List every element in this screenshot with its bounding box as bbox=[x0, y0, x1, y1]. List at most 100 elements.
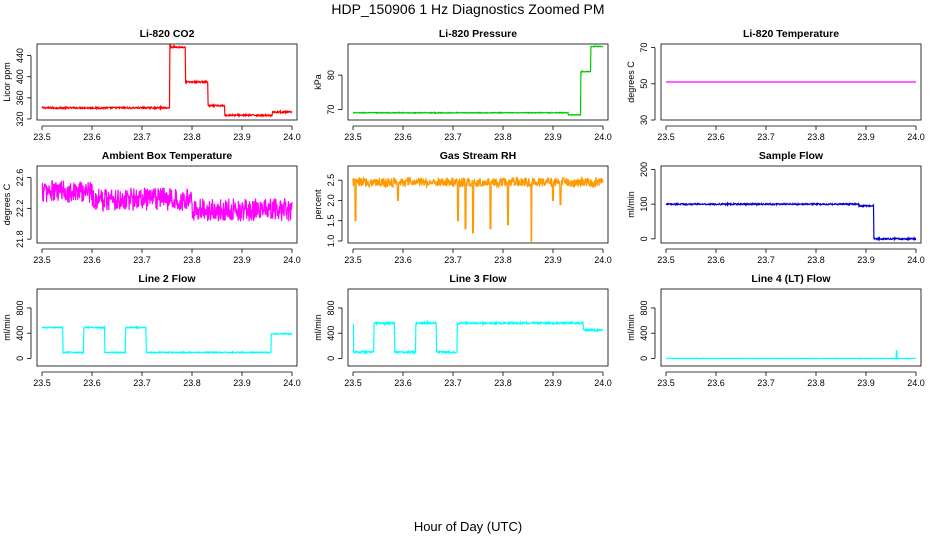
x-tick-label: 23.6 bbox=[83, 255, 101, 265]
x-tick-label: 23.7 bbox=[757, 132, 775, 142]
plot-frame bbox=[347, 288, 609, 367]
figure-x-axis-label: Hour of Day (UTC) bbox=[414, 519, 522, 534]
y-tick-label: 800 bbox=[15, 300, 25, 315]
y-tick-label: 400 bbox=[15, 326, 25, 341]
x-tick-label: 24.0 bbox=[594, 378, 612, 388]
chart-title: Li-820 Temperature bbox=[743, 28, 839, 40]
x-tick-label: 23.5 bbox=[657, 255, 675, 265]
x-tick-label: 24.0 bbox=[907, 378, 925, 388]
y-tick-label: 70 bbox=[639, 43, 649, 53]
plot-frame bbox=[660, 288, 922, 367]
y-tick-label: 1.0 bbox=[326, 235, 336, 248]
y-tick-label: 400 bbox=[15, 69, 25, 84]
chart-panel: Li-820 Temperature degrees C 23.5 23.6 23.7 2… bbox=[626, 28, 925, 142]
x-tick-label: 23.8 bbox=[807, 378, 825, 388]
plot-frame bbox=[36, 288, 298, 367]
x-tick-label: 23.6 bbox=[707, 378, 725, 388]
x-tick-label: 24.0 bbox=[594, 132, 612, 142]
y-tick-label: 21.8 bbox=[15, 230, 25, 248]
y-tick-label: 440 bbox=[15, 48, 25, 63]
series-line bbox=[665, 201, 917, 242]
y-tick-label: 400 bbox=[326, 326, 336, 341]
chart-panel: Li-820 CO2 Licor ppm 23.5 23.6 23.7 23.8 23.9 2… bbox=[2, 28, 301, 142]
plot-frame bbox=[660, 165, 922, 244]
series-line bbox=[352, 175, 604, 242]
chart-panel: Li-820 Pressure kPa 23.5 23.6 23.7 23.8 23.9 24… bbox=[313, 28, 612, 142]
y-tick-label: 70 bbox=[326, 105, 336, 115]
chart-title: Line 3 Flow bbox=[449, 273, 507, 285]
x-tick-label: 23.8 bbox=[183, 378, 201, 388]
y-axis-label: ml/min bbox=[313, 314, 323, 341]
series-line bbox=[41, 325, 293, 355]
chart-panel: Line 4 (LT) Flow ml/min 23.5 23.6 23.7 23.8 23… bbox=[626, 273, 925, 388]
panels: Li-820 CO2 Licor ppm 23.5 23.6 23.7 23.8 23.9 2… bbox=[2, 28, 925, 388]
x-tick-label: 23.5 bbox=[344, 255, 362, 265]
x-tick-label: 23.7 bbox=[133, 378, 151, 388]
y-tick-label: 800 bbox=[326, 300, 336, 315]
plot-frame bbox=[36, 43, 298, 121]
x-tick-label: 23.9 bbox=[857, 255, 875, 265]
x-tick-label: 23.5 bbox=[33, 132, 51, 142]
x-tick-label: 23.9 bbox=[233, 255, 251, 265]
y-axis-label: degrees C bbox=[626, 61, 636, 103]
x-tick-label: 23.6 bbox=[394, 255, 412, 265]
x-tick-label: 23.7 bbox=[444, 255, 462, 265]
x-tick-label: 23.6 bbox=[83, 132, 101, 142]
chart-panel: Ambient Box Temperature degrees C 23.5 23.6… bbox=[2, 150, 301, 265]
x-tick-label: 24.0 bbox=[907, 132, 925, 142]
x-tick-label: 23.8 bbox=[807, 255, 825, 265]
y-tick-label: 0 bbox=[639, 236, 649, 241]
y-tick-label: 30 bbox=[639, 115, 649, 125]
x-tick-label: 23.8 bbox=[494, 255, 512, 265]
chart-title: Gas Stream RH bbox=[440, 150, 516, 162]
plot-frame bbox=[36, 165, 298, 244]
y-tick-label: 1.5 bbox=[326, 214, 336, 227]
chart-panel: Gas Stream RH percent 23.5 23.6 23.7 23.8 23.9… bbox=[313, 150, 612, 265]
chart-title: Li-820 CO2 bbox=[140, 28, 195, 40]
x-tick-label: 23.8 bbox=[494, 378, 512, 388]
x-tick-label: 23.5 bbox=[657, 378, 675, 388]
y-tick-label: 50 bbox=[639, 79, 649, 89]
y-tick-label: 2.5 bbox=[326, 174, 336, 187]
chart-panel: Line 2 Flow ml/min 23.5 23.6 23.7 23.8 23.9 24.… bbox=[2, 273, 301, 388]
x-tick-label: 23.5 bbox=[344, 132, 362, 142]
y-axis-label: Licor ppm bbox=[2, 62, 12, 102]
y-axis-label: ml/min bbox=[626, 314, 636, 341]
x-tick-label: 23.5 bbox=[657, 132, 675, 142]
figure-title: HDP_150906 1 Hz Diagnostics Zoomed PM bbox=[331, 1, 604, 17]
y-tick-label: 320 bbox=[15, 111, 25, 126]
chart-title: Line 2 Flow bbox=[138, 273, 196, 285]
y-tick-label: 100 bbox=[639, 197, 649, 212]
y-tick-label: 22.2 bbox=[15, 200, 25, 218]
y-axis-label: ml/min bbox=[626, 191, 636, 218]
x-tick-label: 24.0 bbox=[907, 255, 925, 265]
chart-panel: Sample Flow ml/min 23.5 23.6 23.7 23.8 23.9 24.… bbox=[626, 150, 925, 265]
y-tick-label: 22.6 bbox=[15, 169, 25, 187]
x-tick-label: 23.7 bbox=[444, 132, 462, 142]
plot-frame bbox=[347, 43, 609, 121]
chart-title: Sample Flow bbox=[759, 150, 824, 162]
x-tick-label: 23.9 bbox=[857, 378, 875, 388]
y-axis-label: ml/min bbox=[2, 314, 12, 341]
x-tick-label: 23.6 bbox=[394, 132, 412, 142]
x-tick-label: 23.9 bbox=[857, 132, 875, 142]
series-line bbox=[41, 43, 293, 119]
series-line bbox=[352, 320, 604, 356]
x-tick-label: 23.8 bbox=[183, 255, 201, 265]
x-tick-label: 23.6 bbox=[707, 132, 725, 142]
x-tick-label: 23.5 bbox=[33, 255, 51, 265]
series-line bbox=[41, 180, 293, 222]
y-tick-label: 800 bbox=[639, 300, 649, 315]
x-tick-label: 23.7 bbox=[133, 132, 151, 142]
x-tick-label: 23.5 bbox=[33, 378, 51, 388]
x-tick-label: 23.9 bbox=[544, 132, 562, 142]
y-tick-label: 400 bbox=[639, 326, 649, 341]
chart-panel: Line 3 Flow ml/min 23.5 23.6 23.7 23.8 23.9 24.… bbox=[313, 273, 612, 388]
x-tick-label: 23.7 bbox=[757, 255, 775, 265]
x-tick-label: 23.5 bbox=[344, 378, 362, 388]
x-tick-label: 23.7 bbox=[133, 255, 151, 265]
x-tick-label: 23.8 bbox=[494, 132, 512, 142]
series-line bbox=[352, 45, 604, 117]
y-axis-label: degrees C bbox=[2, 183, 12, 225]
